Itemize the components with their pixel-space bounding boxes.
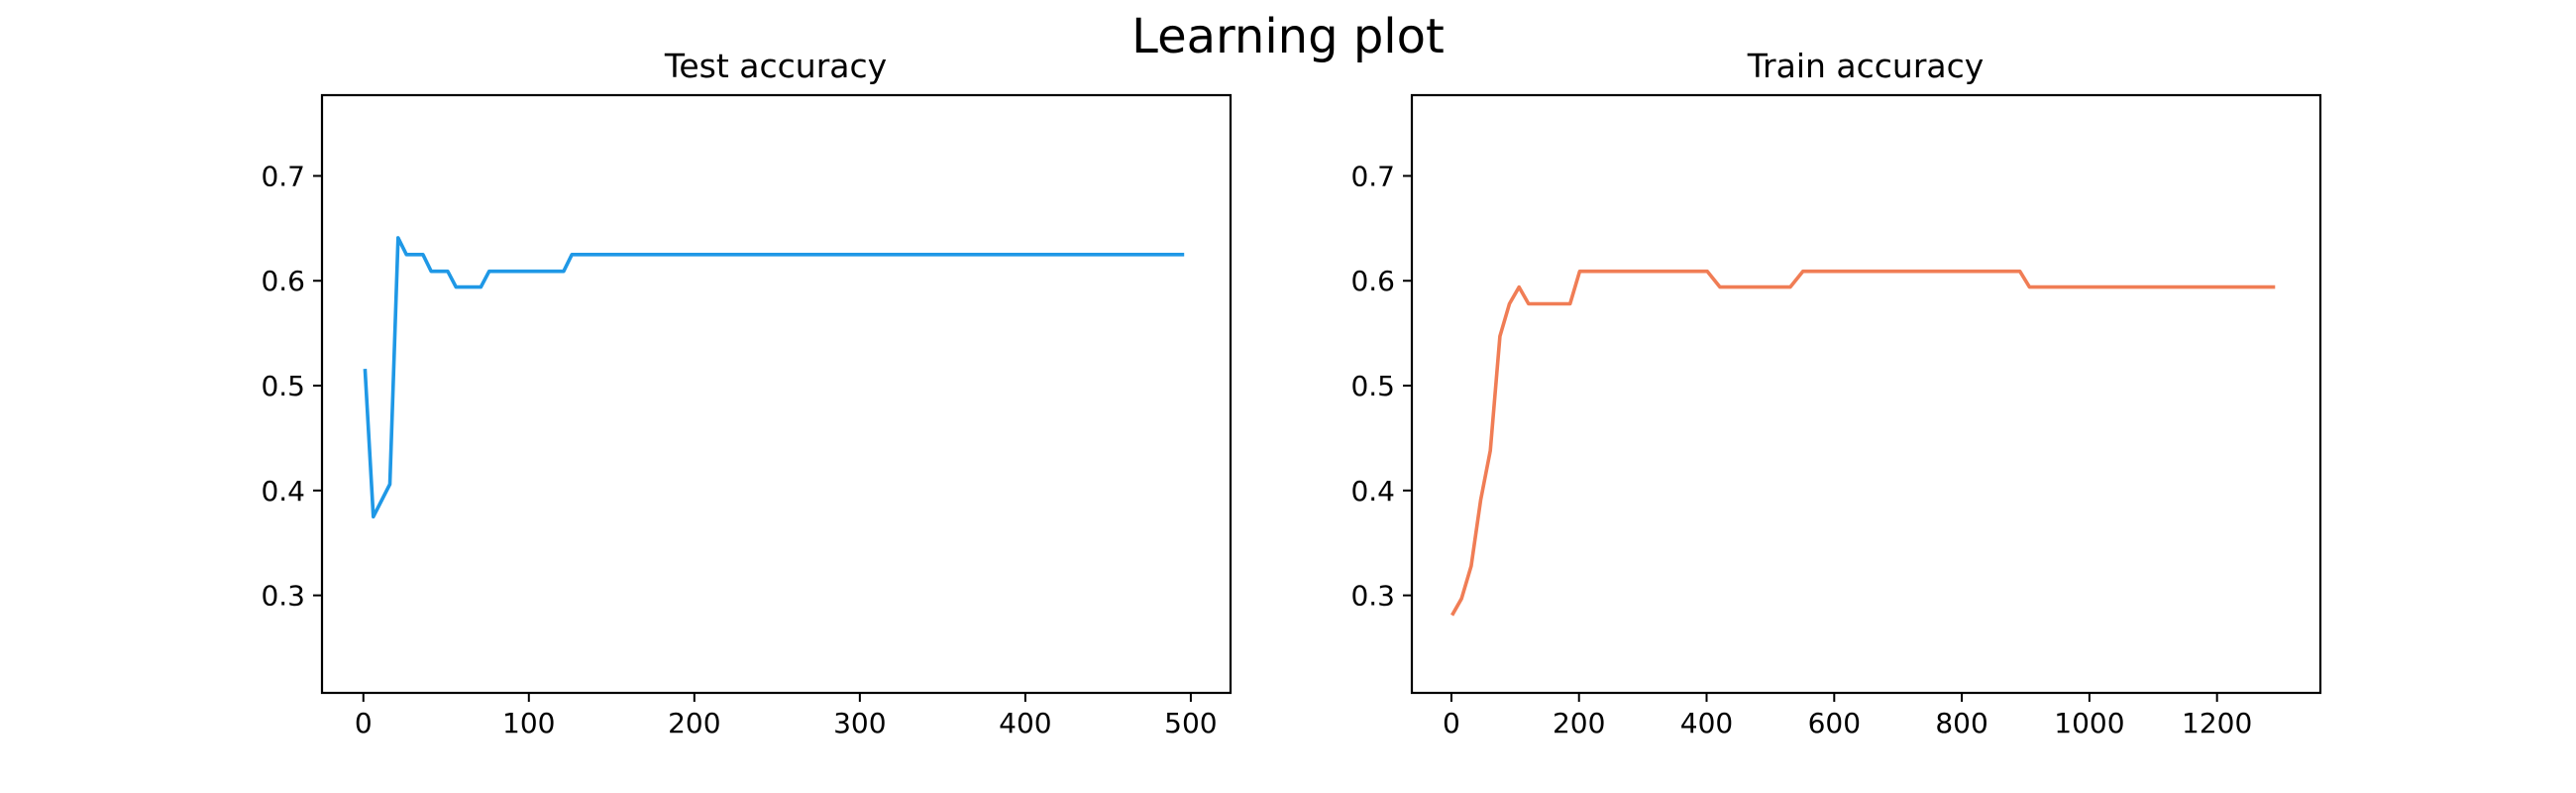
test-accuracy-x-tick-label: 500 [1164, 707, 1217, 739]
train-accuracy-title: Train accuracy [1747, 47, 1985, 85]
train-accuracy-x-tick-label: 200 [1553, 707, 1605, 739]
train-accuracy-x-tick-label: 800 [1935, 707, 1987, 739]
train-accuracy-y-tick-label: 0.3 [1350, 580, 1395, 613]
test-accuracy-x-tick-label: 300 [833, 707, 886, 739]
test-accuracy-title: Test accuracy [664, 47, 887, 85]
train-accuracy-x-tick-label: 1000 [2054, 707, 2124, 739]
test-accuracy-x-tick-label: 100 [502, 707, 555, 739]
train-accuracy-x-tick-label: 600 [1808, 707, 1861, 739]
train-accuracy-line [1450, 269, 2276, 617]
test-accuracy-y-tick-label: 0.4 [261, 475, 305, 508]
test-accuracy-x-tick-label: 200 [668, 707, 720, 739]
test-accuracy-x-tick-label: 400 [999, 707, 1051, 739]
test-accuracy-y-tick-label: 0.5 [261, 370, 305, 402]
figure-title: Learning plot [1131, 9, 1445, 64]
train-accuracy-y-tick-label: 0.7 [1350, 160, 1395, 192]
train-accuracy-y-tick-label: 0.6 [1350, 265, 1395, 297]
test-accuracy-x-tick-label: 0 [355, 707, 373, 739]
train-accuracy-axes-frame [1410, 93, 2322, 695]
test-accuracy-axes-frame [320, 93, 1233, 695]
train-accuracy-y-tick-label: 0.5 [1350, 370, 1395, 402]
test-accuracy-y-tick-label: 0.3 [261, 580, 305, 613]
train-accuracy-x-tick-label: 400 [1680, 707, 1733, 739]
train-accuracy-panel: Train accuracy 0 200 400 600 800 1000 1200 0.3 0… [1350, 47, 2322, 739]
test-accuracy-y-tick-label: 0.6 [261, 265, 305, 297]
test-accuracy-panel: Test accuracy 0 100 200 300 400 500 0.3 0.4 0.5 0… [261, 47, 1233, 739]
train-accuracy-y-tick-label: 0.4 [1350, 475, 1395, 508]
test-accuracy-y-tick-label: 0.7 [261, 160, 305, 192]
test-accuracy-line [363, 236, 1185, 519]
train-accuracy-x-tick-label: 1200 [2182, 707, 2252, 739]
train-accuracy-x-tick-label: 0 [1443, 707, 1460, 739]
